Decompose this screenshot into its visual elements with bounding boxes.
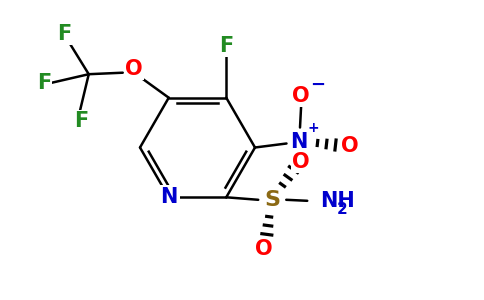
Text: O: O	[125, 59, 143, 79]
Text: S: S	[264, 190, 280, 210]
Text: O: O	[341, 136, 359, 157]
Text: F: F	[74, 111, 88, 131]
Text: NH: NH	[320, 191, 355, 211]
Text: 2: 2	[337, 202, 348, 217]
Text: −: −	[310, 76, 325, 94]
Text: N: N	[290, 131, 308, 152]
Text: F: F	[57, 24, 71, 44]
Text: F: F	[37, 73, 51, 93]
Text: N: N	[160, 187, 178, 207]
Text: O: O	[292, 86, 309, 106]
Text: O: O	[255, 239, 272, 259]
Text: O: O	[292, 152, 310, 172]
Text: F: F	[219, 36, 233, 56]
Text: +: +	[307, 121, 319, 134]
